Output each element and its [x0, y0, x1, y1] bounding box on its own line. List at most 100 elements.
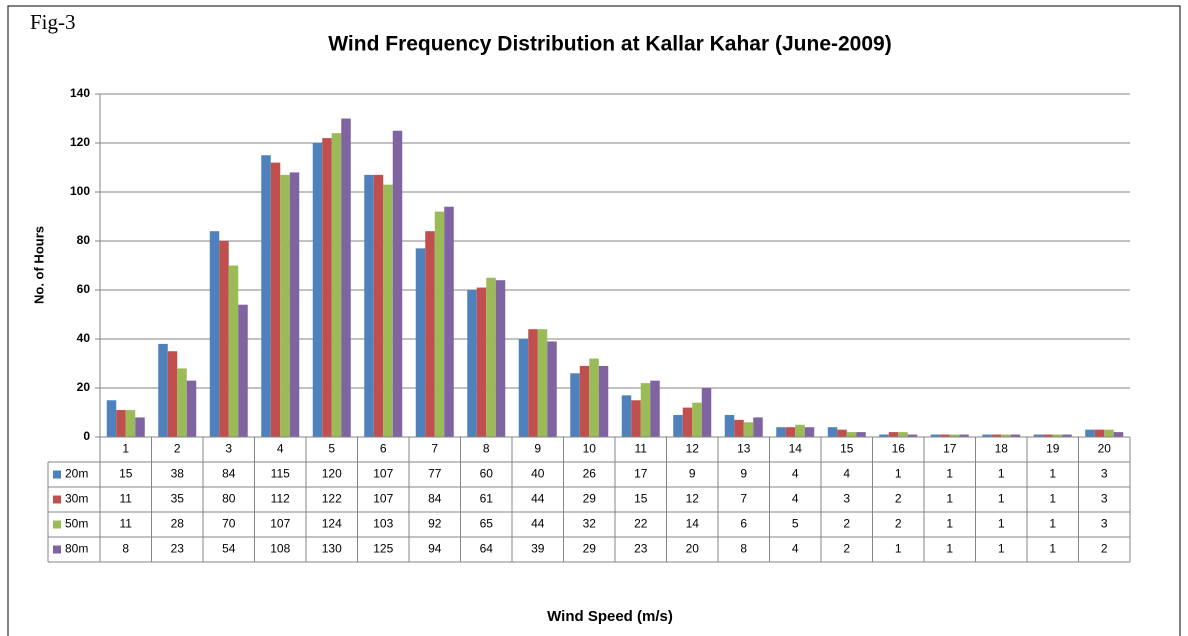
bar — [528, 329, 538, 437]
bar — [982, 434, 992, 437]
table-value: 15 — [634, 492, 648, 506]
x-tick-label: 14 — [789, 442, 803, 456]
bar — [116, 410, 126, 437]
bar — [795, 424, 805, 437]
bar — [837, 429, 847, 437]
table-value: 1 — [895, 542, 902, 556]
legend-swatch — [53, 545, 61, 554]
bar — [177, 368, 187, 437]
x-tick-label: 3 — [225, 442, 232, 456]
bar — [888, 432, 899, 437]
table-value: 14 — [686, 517, 700, 531]
bar — [879, 434, 889, 437]
table-value: 20 — [686, 542, 700, 556]
table-value: 9 — [689, 467, 696, 481]
bar — [907, 434, 918, 437]
bar — [238, 304, 248, 437]
table-value: 64 — [480, 542, 494, 556]
y-tick-label: 0 — [83, 429, 90, 443]
table-value: 125 — [373, 542, 393, 556]
bar — [219, 241, 229, 437]
y-tick-label: 100 — [70, 184, 90, 198]
bar — [1043, 434, 1053, 437]
bar — [476, 287, 487, 437]
y-axis-label: No. of Hours — [31, 226, 46, 304]
bar — [743, 422, 754, 437]
table-value: 39 — [531, 542, 545, 556]
x-axis-label: Wind Speed (m/s) — [547, 608, 673, 625]
x-tick-label: 10 — [583, 442, 597, 456]
bar — [1062, 434, 1072, 437]
bar — [125, 410, 136, 437]
table-value: 28 — [171, 517, 185, 531]
legend-swatch — [53, 470, 61, 479]
table-value: 54 — [222, 542, 236, 556]
table-value: 6 — [740, 517, 747, 531]
bar — [589, 358, 599, 437]
legend-label: 30m — [65, 492, 88, 506]
table-value: 8 — [122, 542, 129, 556]
table-value: 12 — [686, 492, 700, 506]
table-value: 29 — [583, 542, 597, 556]
bar — [467, 290, 477, 437]
bar — [1001, 434, 1011, 437]
bar — [383, 184, 393, 437]
table-value: 60 — [480, 467, 494, 481]
table-value: 80 — [222, 492, 236, 506]
x-tick-label: 4 — [277, 442, 284, 456]
bar — [650, 380, 660, 437]
bar — [804, 427, 815, 437]
table-value: 130 — [322, 542, 342, 556]
bar — [930, 434, 941, 437]
x-tick-label: 7 — [431, 442, 438, 456]
table-value: 65 — [480, 517, 494, 531]
x-tick-label: 20 — [1098, 442, 1112, 456]
y-tick-label: 20 — [77, 380, 91, 394]
table-value: 26 — [583, 467, 597, 481]
bar — [518, 339, 529, 437]
table-value: 15 — [119, 467, 133, 481]
table-value: 1 — [946, 467, 953, 481]
bar — [537, 329, 548, 437]
bar — [827, 427, 838, 437]
x-tick-label: 9 — [534, 442, 541, 456]
bar — [392, 130, 403, 437]
table-value: 2 — [1101, 542, 1108, 556]
bar — [331, 133, 342, 437]
x-tick-label: 15 — [840, 442, 854, 456]
table-value: 124 — [322, 517, 342, 531]
bar — [495, 280, 506, 437]
bar — [373, 174, 384, 437]
bar — [776, 427, 786, 437]
table-value: 3 — [843, 492, 850, 506]
bar — [991, 434, 1002, 437]
bar — [1033, 434, 1044, 437]
table-value: 2 — [843, 542, 850, 556]
table-value: 84 — [428, 492, 442, 506]
bar — [415, 248, 426, 437]
table-value: 92 — [428, 517, 442, 531]
chart-title: Wind Frequency Distribution at Kallar Ka… — [328, 33, 891, 56]
table-value: 2 — [843, 517, 850, 531]
x-tick-label: 1 — [122, 442, 129, 456]
x-tick-label: 2 — [174, 442, 181, 456]
table-value: 4 — [843, 467, 850, 481]
table-value: 1 — [1049, 467, 1056, 481]
table-value: 32 — [583, 517, 597, 531]
table-value: 103 — [373, 517, 393, 531]
bar — [280, 174, 290, 437]
table-value: 35 — [171, 492, 185, 506]
table-value: 112 — [271, 492, 290, 506]
x-tick-label: 18 — [995, 442, 1009, 456]
legend-label: 80m — [65, 542, 88, 556]
table-value: 44 — [531, 492, 545, 506]
table-value: 1 — [998, 542, 1005, 556]
bar — [570, 373, 580, 437]
x-tick-label: 17 — [943, 442, 957, 456]
table-value: 77 — [428, 467, 442, 481]
bar — [753, 417, 763, 437]
table-value: 9 — [740, 467, 747, 481]
bar — [640, 383, 651, 437]
bar — [1052, 434, 1063, 437]
x-tick-label: 19 — [1046, 442, 1060, 456]
